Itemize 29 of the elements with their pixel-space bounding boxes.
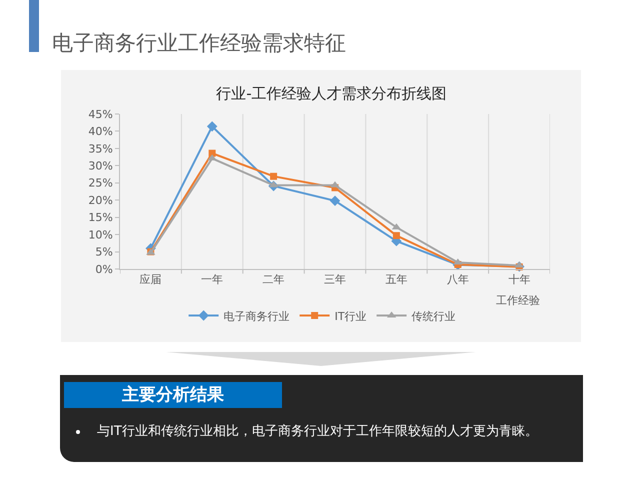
x-tick-label: 二年 — [262, 273, 285, 286]
y-tick-label: 5% — [95, 246, 113, 259]
legend-label: IT行业 — [334, 310, 367, 323]
x-tick-label: 一年 — [201, 273, 224, 286]
x-tick-label: 十年 — [508, 273, 530, 286]
point — [206, 121, 218, 132]
y-tick-label: 45% — [88, 108, 113, 121]
point — [392, 232, 400, 240]
x-tick-label: 三年 — [324, 273, 346, 286]
text: 主要分析结果 — [64, 382, 282, 408]
y-tick-label: 30% — [88, 160, 113, 173]
text: 与IT行业和传统行业相比，电子商务行业对于工作年限较短的人才更为青睐。 — [97, 423, 538, 440]
y-tick-label: 20% — [88, 194, 113, 207]
y-tick-label: 10% — [88, 228, 113, 242]
x-axis-title: 工作经验 — [496, 294, 540, 307]
point — [270, 172, 278, 180]
y-tick-label: 40% — [88, 125, 113, 138]
x-tick-label: 五年 — [385, 273, 408, 286]
y-tick-label: 25% — [88, 176, 113, 190]
y-tick-label: 15% — [88, 211, 113, 224]
chart-title: 电子商务行业工作经验需求特征 — [52, 30, 346, 56]
y-tick-label: 35% — [88, 142, 113, 156]
legend-label: 电子商务行业 — [224, 310, 290, 323]
y-tick-label: 0% — [95, 262, 113, 276]
point — [330, 196, 340, 206]
x-tick-label: 应届 — [140, 273, 162, 286]
legend-label: 传统行业 — [412, 310, 456, 323]
chart-subtitle: 行业-工作经验人才需求分布折线图 — [216, 84, 447, 102]
x-tick-label: 八年 — [446, 273, 469, 286]
